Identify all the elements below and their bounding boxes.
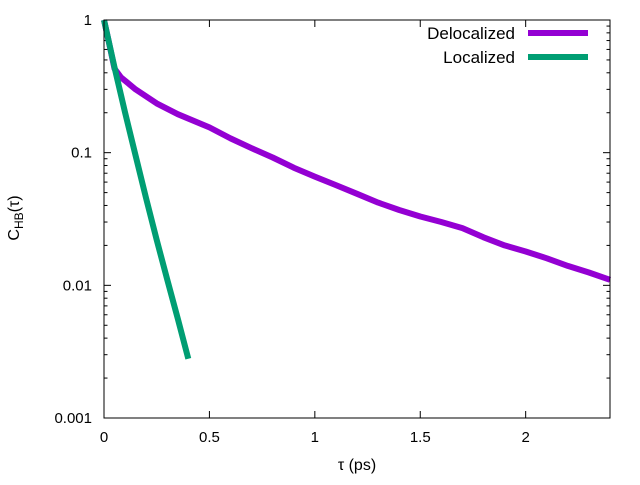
series-line-localized [101, 19, 192, 360]
axis-ticks: 0 0.5 1 1.5 2 1 0.1 0.01 0.001 [54, 12, 610, 446]
x-tick-label: 0 [100, 429, 108, 446]
legend-label: Delocalized [427, 24, 515, 43]
y-axis-label-main: C [6, 229, 23, 241]
y-axis-label-sub: HB [12, 212, 26, 229]
y-axis-label: CHB(τ) [6, 195, 26, 240]
y-tick-label: 1 [84, 12, 92, 29]
y-tick-label: 0.01 [63, 277, 92, 294]
legend-label: Localized [443, 48, 515, 67]
series-line-delocalized [101, 19, 611, 283]
x-tick-label: 1 [311, 429, 319, 446]
y-tick-label: 0.1 [71, 145, 92, 162]
x-tick-label: 2 [521, 429, 529, 446]
plot-frame [103, 19, 611, 419]
y-tick-label: 0.001 [54, 410, 92, 427]
x-tick-label: 0.5 [199, 429, 220, 446]
series-layer [101, 19, 611, 360]
x-axis-label: τ (ps) [338, 457, 376, 474]
y-axis-label-arg: (τ) [6, 195, 23, 212]
legend: Delocalized Localized [427, 24, 588, 67]
x-tick-label: 1.5 [410, 429, 431, 446]
